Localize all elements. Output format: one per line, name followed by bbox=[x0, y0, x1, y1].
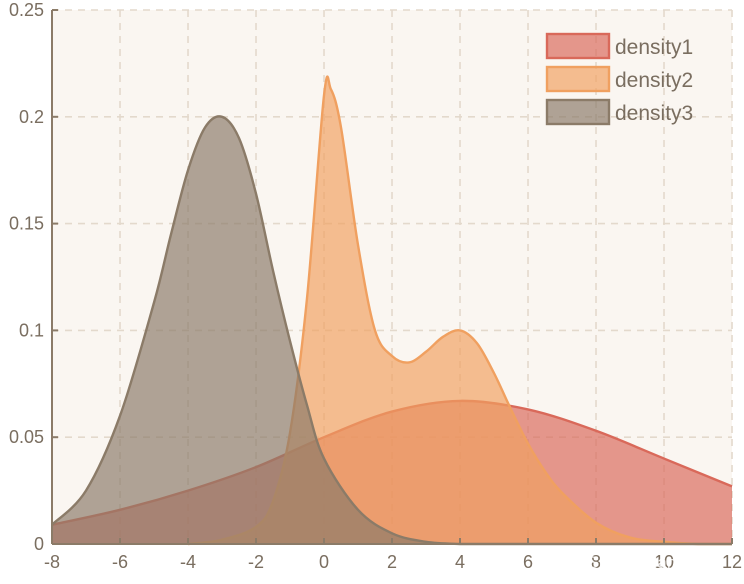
axes: -8 -6 -4 -2 0 2 4 6 8 10 12 0 0.05 0.1 0.15 0.2 0.25 bbox=[9, 0, 742, 572]
legend-swatch-density3[interactable] bbox=[545, 98, 611, 126]
legend-swatch-density2[interactable] bbox=[545, 65, 611, 93]
legend[interactable]: density1 density2 density3 bbox=[545, 32, 693, 126]
x-tick-label: 6 bbox=[523, 552, 533, 572]
legend-label-density1[interactable]: density1 bbox=[615, 36, 693, 59]
series-area-density2 bbox=[188, 76, 732, 544]
y-tick-label: 0.05 bbox=[9, 427, 44, 447]
watermark-text: CSDN @slandarer bbox=[575, 553, 716, 572]
x-tick-label: 8 bbox=[591, 552, 601, 572]
series-area-density3 bbox=[52, 116, 732, 544]
legend-swatch-density1[interactable] bbox=[545, 32, 611, 60]
x-tick-label: -2 bbox=[248, 552, 264, 572]
x-tick-label: 0 bbox=[319, 552, 329, 572]
y-tick-label: 0.2 bbox=[19, 107, 44, 127]
x-tick-label: 10 bbox=[654, 552, 674, 572]
legend-label-density3[interactable]: density3 bbox=[615, 102, 693, 125]
x-tick-label: 2 bbox=[387, 552, 397, 572]
x-tick-label: -8 bbox=[44, 552, 60, 572]
x-tick-label: 12 bbox=[722, 552, 742, 572]
y-tick-label: 0.15 bbox=[9, 214, 44, 234]
y-tick-label: 0.1 bbox=[19, 320, 44, 340]
x-tick-label: -6 bbox=[112, 552, 128, 572]
y-tick-label: 0 bbox=[34, 534, 44, 554]
density-series bbox=[51, 75, 733, 546]
legend-label-density2[interactable]: density2 bbox=[615, 69, 693, 92]
x-tick-label: -4 bbox=[180, 552, 196, 572]
y-tick-label: 0.25 bbox=[9, 0, 44, 20]
x-tick-label: 4 bbox=[455, 552, 465, 572]
